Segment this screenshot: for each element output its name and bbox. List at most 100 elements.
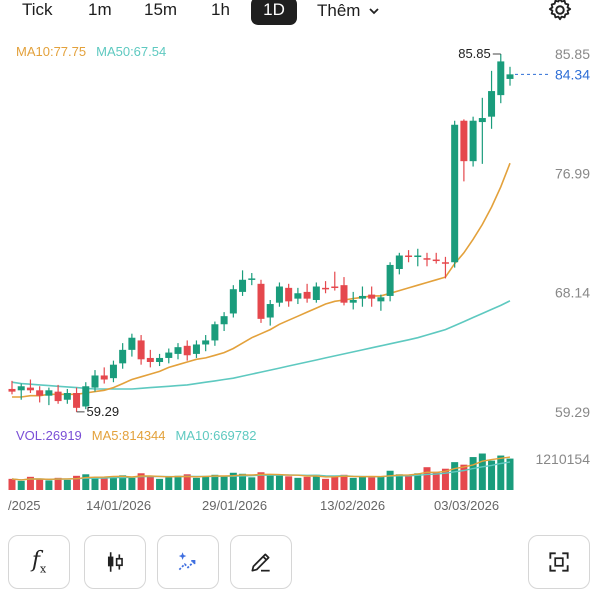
timeframe-1d[interactable]: 1D [251,0,297,25]
volume-bar [488,460,496,490]
date-label: 03/03/2026 [434,498,500,513]
volume-bar [192,477,200,490]
price-axis-label: 59.29 [555,404,590,420]
fullscreen-icon [549,552,569,572]
volume-bar [220,476,228,490]
ma10-value: MA10:77.75 [16,44,87,59]
price-axis-label: 85.85 [555,46,590,62]
candle-body [331,286,339,289]
volume-bar [275,474,283,490]
volume-bar [36,479,44,490]
volume-bar [17,480,25,490]
volume-bar [8,478,16,490]
volume-bar [202,476,210,490]
candle-body [63,392,71,400]
gear-icon[interactable] [546,0,574,24]
timeframe-1m[interactable]: 1m [88,0,112,19]
candle-body [239,279,247,292]
volume-chart[interactable]: 1210154 [0,444,600,494]
volume-bar [63,479,71,490]
volume-bar [423,467,431,490]
candle-body [174,347,182,354]
candle-body [119,349,127,364]
volume-bar [497,455,505,490]
price-axis-label: 76.99 [555,165,590,181]
volume-bar [128,477,136,490]
volume-bar [322,478,330,490]
volume-bar [432,471,440,490]
candle-body [469,120,477,162]
volume-bar [358,476,366,490]
volume-bar [312,474,320,490]
volume-bar [377,476,385,490]
volume-ma5-value: MA5:814344 [91,428,166,443]
candle-body [340,285,348,303]
volume-bar [183,474,191,490]
volume-bar [174,475,182,490]
volume-axis-label: 1210154 [535,451,590,467]
candle-body [497,61,505,96]
volume-bar [100,477,108,490]
candle-body [73,392,81,408]
volume-bar [45,480,53,490]
volume-bar [469,457,477,490]
volume-bar [368,477,376,490]
volume-bar [386,470,394,490]
candle-body [460,120,468,162]
chart-type-button[interactable] [84,535,146,589]
volume-bar [239,473,247,490]
candle-body [137,340,145,360]
ma50-value: MA50:67.54 [96,44,167,59]
timeframe-tick[interactable]: Tick [22,0,53,19]
volume-bar [54,477,62,490]
candle-body [294,293,302,299]
volume-bar [405,475,413,490]
fullscreen-button[interactable] [528,535,590,589]
last-price-label: 84.34 [555,66,590,82]
candle-body [146,357,154,362]
candle-body [36,390,44,396]
volume-bar [349,477,357,490]
volume-bar [441,468,449,490]
more-timeframes-button[interactable]: Thêm [317,0,380,25]
sparkle-chart-icon [178,552,196,571]
ai-analysis-button[interactable] [157,535,219,589]
volume-bar [266,475,274,490]
volume-ma5-line [11,456,511,481]
volume-bar [82,474,90,490]
formula-button[interactable]: fx [8,535,70,589]
price-chart[interactable]: 85.85 76.99 68.14 59.29 85.85 59.29 84.34 [0,28,600,438]
volume-bar [414,473,422,490]
candle-body [432,259,440,262]
candle-body [109,364,117,379]
volume-bar [146,476,154,490]
drawing-tool-button[interactable] [230,535,292,589]
candle-body [441,262,449,264]
candle-body [358,295,366,299]
volume-bar [211,474,219,490]
volume-bar [460,464,468,490]
chevron-down-icon [369,8,380,15]
candlestick-icon [107,552,123,572]
date-label: /2025 [8,498,41,513]
candle-body [165,352,173,358]
candle-body [211,324,219,341]
candle-body [377,297,385,302]
candle-body [91,375,99,388]
pencil-icon [251,553,270,572]
candle-body [248,278,256,280]
candle-body [451,124,459,263]
candle-body [192,344,200,354]
timeframe-15m[interactable]: 15m [144,0,178,19]
candle-body [26,387,34,391]
volume-bar [165,477,173,490]
candle-body [405,255,413,258]
low-annotation: 59.29 [87,404,120,419]
candle-body [506,74,514,79]
candle-body [312,286,320,300]
candle-body [386,264,394,296]
volume-value: VOL:26919 [16,428,82,443]
timeframe-1h[interactable]: 1h [211,0,230,19]
candle-body [45,390,53,396]
volume-bar [109,476,117,490]
